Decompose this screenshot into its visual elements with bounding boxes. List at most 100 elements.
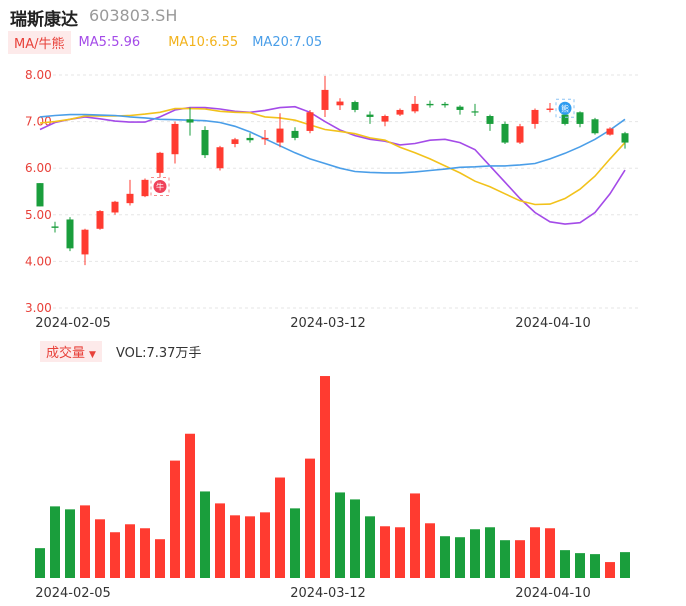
candle-body [366,114,374,117]
volume-bar [410,493,420,578]
stock-name: 瑞斯康达 [10,10,78,30]
price-tick-label: 7.00 [25,115,52,129]
candle-body [156,152,164,173]
volume-indicator-button[interactable]: 成交量 ▼ [40,340,102,362]
volume-bar [200,491,210,578]
ma-legend: MA/牛熊 MA5:5.96 MA10:6.55 MA20:7.05 [8,30,322,54]
candle-body [546,108,554,110]
candle [606,127,614,136]
signal-dot [558,101,572,115]
candle-body [396,109,404,115]
signal-frame [150,177,170,197]
candle-body [276,128,284,143]
volume-bar [335,492,345,578]
candle-body [261,137,269,140]
candle [156,151,164,178]
volume-x-tick-label: 2024-03-12 [290,586,366,601]
candle [546,102,554,113]
volume-bar [530,527,540,578]
candle-body [606,128,614,135]
volume-bar [95,519,105,578]
bear-signal-icon: 熊 [555,98,575,118]
volume-bar [500,540,510,578]
ma10-line [39,107,626,206]
candle [291,127,299,141]
volume-bar [320,376,330,578]
volume-bar [245,516,255,578]
candle-body [141,179,149,197]
candle-body [561,114,569,124]
dropdown-triangle-icon: ▼ [89,349,96,360]
volume-bar [395,527,405,578]
volume-bar [35,548,45,578]
candle-body [51,226,59,228]
candle [501,121,509,144]
volume-bar [590,554,600,578]
candle-body [471,111,479,113]
volume-bar [80,505,90,578]
volume-bar [515,540,525,578]
price-x-tick-label: 2024-04-10 [515,316,591,331]
candle-body [321,89,329,110]
volume-bar [620,552,630,578]
candle-body [291,130,299,138]
candle [216,145,224,171]
price-x-tick-label: 2024-03-12 [290,316,366,331]
candle-body [246,137,254,141]
volume-bar [575,553,585,578]
volume-bar [365,516,375,578]
candle [306,109,314,134]
volume-bar [350,499,360,578]
signal-frame [555,98,575,118]
volume-bar [230,515,240,578]
volume-bar [455,537,465,578]
price-tick-label: 3.00 [25,301,52,315]
candle-body [66,219,74,249]
volume-bar [380,526,390,578]
volume-bar [560,550,570,578]
candle-body [411,103,419,112]
candle [621,131,629,149]
candle [171,121,179,164]
candle [486,114,494,131]
candle-body [171,123,179,155]
volume-bar [260,512,270,578]
bull-signal-icon: 牛 [150,177,170,197]
candle [396,108,404,117]
candle-body [201,129,209,156]
volume-bar [185,433,195,578]
candle-body [621,133,629,143]
candle-body [351,102,359,110]
candle [336,98,344,110]
candle [186,107,194,136]
candle-body [216,147,224,169]
signal-label: 牛 [156,182,164,192]
candle [591,117,599,135]
candle [96,210,104,230]
volume-bar [215,503,225,578]
candle [351,100,359,113]
candle [516,123,524,144]
candle [531,108,539,129]
volume-bar [275,477,285,578]
candle [246,133,254,143]
volume-x-tick-label: 2024-02-05 [35,586,111,601]
price-tick-label: 5.00 [25,208,52,222]
volume-x-tick-label: 2024-04-10 [515,586,591,601]
signal-dot [153,180,167,194]
candle-body [531,109,539,124]
candle-body [186,119,194,123]
ma10-label: MA10:6.55 [168,34,239,50]
stock-code: 603803.SH [89,6,178,25]
candle-body [111,201,119,213]
candle [576,111,584,128]
volume-bar [155,539,165,578]
candle [51,221,59,233]
candle [141,178,149,198]
volume-bar [545,528,555,578]
candle [201,126,209,158]
ma-mode-button[interactable]: MA/牛熊 [8,30,71,54]
volume-bar [290,508,300,578]
volume-bar [605,562,615,578]
